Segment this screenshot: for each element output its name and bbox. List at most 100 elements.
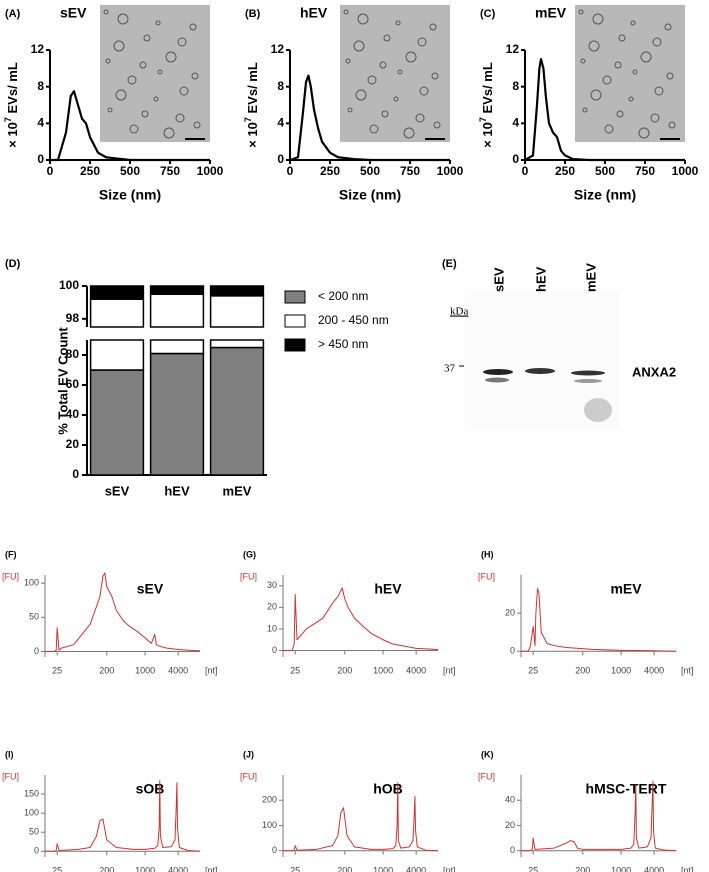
y-tick-label: 20 [66, 437, 80, 451]
y-tick-label: 20 [505, 608, 515, 618]
stacked-bar-panel: (D) % Total EV Count 0 20 40 60 80 98 100 sEV hEV m… [5, 258, 389, 499]
electropherogram-panel: (J) hOB [FU] [nt] 25 200 1000 4000 0 100 200 [240, 749, 456, 872]
legend-swatch [284, 290, 306, 304]
bar [209, 285, 265, 297]
tem-particle [165, 51, 177, 63]
x-tick-label: 500 [595, 164, 615, 178]
lane-label: hEV [533, 266, 548, 292]
y-axis-label-part: EVs/ mL [245, 62, 260, 117]
x-tick-label: hEV [164, 483, 190, 498]
data-line [524, 58, 685, 162]
x-tick-label: 1000 [672, 164, 699, 178]
tem-particle [177, 37, 187, 47]
bar-part [149, 293, 205, 328]
y-axis-label: [FU] [478, 771, 495, 781]
tem-particle [433, 121, 441, 129]
chart-title: hOB [373, 781, 403, 797]
tem-particle [650, 113, 660, 123]
tem-particle [604, 124, 614, 134]
panel-label: (H) [481, 549, 494, 559]
tem-particle [347, 107, 353, 113]
panel-label: (K) [481, 749, 494, 759]
bar-part [89, 339, 145, 371]
chart-title: mEV [535, 5, 567, 21]
x-tick-label: 200 [337, 665, 352, 675]
bar-part [149, 285, 205, 295]
x-axis-label: [nt] [205, 865, 218, 872]
x-tick-label: 4000 [168, 665, 188, 675]
legend-swatch [284, 338, 306, 352]
x-tick-label: 4000 [644, 865, 664, 872]
chart-title: hEV [300, 5, 328, 21]
tem-particle [343, 9, 349, 15]
tem-particle [664, 23, 672, 31]
data-line [283, 782, 439, 852]
bar [209, 346, 265, 476]
tem-particle [419, 86, 429, 96]
x-tick-label: 25 [52, 665, 62, 675]
electropherogram-panel: (I) sOB [FU] [nt] 25 200 1000 4000 0 50 100 150 [2, 749, 218, 872]
tem-particle [141, 110, 149, 118]
y-tick-label: 40 [66, 407, 80, 421]
y-tick-label: 20 [267, 602, 277, 612]
size-distribution-panel: (C) mEV Size (nm) × 107 EVs/ mL 0 250 500 750 10… [478, 5, 698, 203]
tem-particle [191, 72, 199, 80]
x-tick-label: 1000 [611, 665, 631, 675]
bar-part [209, 295, 265, 328]
x-tick-label: 4000 [406, 865, 426, 872]
y-axis-label-part: × 10 [480, 122, 495, 148]
tem-particle [369, 124, 379, 134]
tem-particle [640, 51, 652, 63]
x-tick-label: 25 [528, 665, 538, 675]
y-tick-label: 100 [24, 808, 39, 818]
bar-part [149, 352, 205, 476]
chart-title: sOB [136, 781, 165, 797]
x-tick-label: 200 [575, 865, 590, 872]
y-axis-label: × 107 EVs/ mL [478, 62, 495, 148]
chart-title: mEV [610, 581, 642, 597]
y-tick-label: 4 [37, 116, 44, 130]
data-line [289, 74, 450, 162]
tem-particle [193, 121, 201, 129]
y-tick-label: 40 [505, 795, 515, 805]
x-tick-label: 1000 [437, 164, 464, 178]
x-tick-label: 0 [287, 164, 294, 178]
tem-particle [592, 13, 604, 25]
y-tick-label: 0 [510, 845, 515, 855]
x-tick-label: 1000 [373, 865, 393, 872]
electropherogram-panel: (K) hMSC-TERT [FU] [nt] 25 200 1000 4000 0 20 40 [478, 749, 694, 872]
data-line [45, 780, 201, 852]
bar [89, 285, 145, 300]
blot-band [483, 369, 513, 375]
tem-particle [157, 69, 163, 75]
panel-label: (E) [442, 258, 457, 270]
x-axis-label: Size (nm) [339, 187, 401, 203]
tem-image [575, 5, 685, 142]
y-tick-label: 12 [271, 42, 285, 56]
bar [89, 298, 145, 371]
y-axis-label: [FU] [240, 571, 257, 581]
x-tick-label: 25 [528, 865, 538, 872]
x-tick-label: 250 [320, 164, 340, 178]
y-tick-label: 0 [272, 845, 277, 855]
x-tick-label: 500 [360, 164, 380, 178]
blot-smear [584, 398, 612, 422]
x-tick-label: 1000 [611, 865, 631, 872]
tem-image [100, 5, 210, 142]
y-tick-label: 4 [512, 116, 519, 130]
y-tick-label: 8 [37, 79, 44, 93]
chart-title: hEV [374, 581, 402, 597]
tem-particle [630, 20, 636, 26]
tem-particle [143, 34, 151, 42]
tem-particle [115, 89, 127, 101]
tem-particle [383, 34, 391, 42]
y-tick-label: 10 [267, 623, 277, 633]
tem-particle [129, 124, 139, 134]
tem-image [340, 5, 450, 142]
bar-part [149, 339, 205, 355]
electropherogram-panel: (H) mEV [FU] [nt] 25 200 1000 4000 0 20 [478, 549, 694, 675]
tem-particle [590, 89, 602, 101]
tem-particle [415, 113, 425, 123]
y-tick-label: 0 [37, 152, 44, 166]
